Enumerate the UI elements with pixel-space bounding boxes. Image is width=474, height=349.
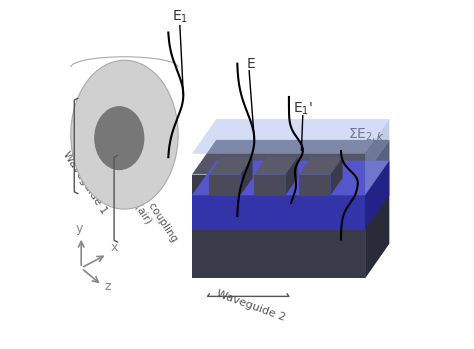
Polygon shape xyxy=(365,161,389,230)
Polygon shape xyxy=(330,157,343,195)
Text: E: E xyxy=(246,57,255,71)
Text: Waveguide 1: Waveguide 1 xyxy=(61,150,109,216)
Polygon shape xyxy=(192,161,389,195)
Polygon shape xyxy=(365,140,389,279)
Polygon shape xyxy=(299,157,343,174)
Polygon shape xyxy=(255,174,285,195)
Text: E$_1$': E$_1$' xyxy=(293,101,313,117)
Text: Intermediate coupling
region (air): Intermediate coupling region (air) xyxy=(98,141,179,250)
Text: x: x xyxy=(110,242,118,254)
Text: z: z xyxy=(104,281,111,294)
Text: $\Sigma$E$_{2,k}$: $\Sigma$E$_{2,k}$ xyxy=(348,126,385,143)
Ellipse shape xyxy=(71,60,178,209)
Polygon shape xyxy=(210,174,240,195)
Text: Waveguide 2: Waveguide 2 xyxy=(215,289,287,323)
Polygon shape xyxy=(192,174,365,279)
Polygon shape xyxy=(210,157,253,174)
Polygon shape xyxy=(192,119,389,154)
Polygon shape xyxy=(240,157,253,195)
Polygon shape xyxy=(365,119,389,195)
Polygon shape xyxy=(192,195,365,230)
Text: E$_1$: E$_1$ xyxy=(172,9,188,25)
Text: y: y xyxy=(76,222,83,235)
Polygon shape xyxy=(285,157,298,195)
Polygon shape xyxy=(299,174,330,195)
Ellipse shape xyxy=(94,106,145,170)
Polygon shape xyxy=(255,157,298,174)
Polygon shape xyxy=(192,140,389,174)
